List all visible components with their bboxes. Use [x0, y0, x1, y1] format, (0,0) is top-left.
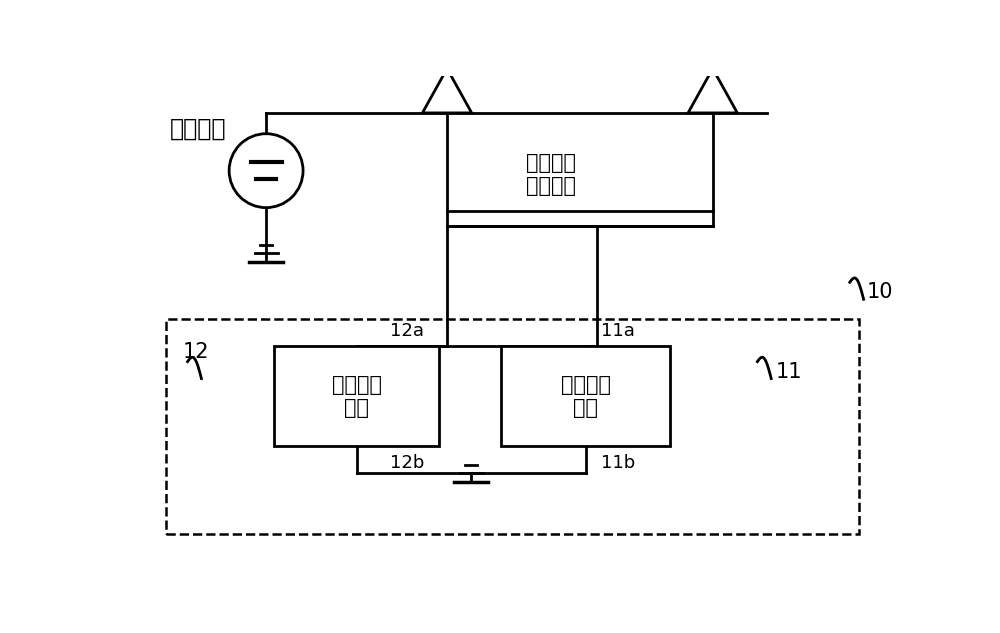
Text: 10: 10	[867, 282, 893, 303]
Text: 11: 11	[776, 363, 802, 382]
Text: 11a: 11a	[601, 322, 635, 340]
Ellipse shape	[695, 49, 730, 66]
Text: 施压设备: 施压设备	[170, 116, 226, 141]
Circle shape	[229, 134, 303, 208]
Text: 11b: 11b	[601, 454, 635, 472]
Text: 12b: 12b	[390, 454, 424, 472]
Ellipse shape	[430, 49, 464, 66]
Text: 电流测量
模块: 电流测量 模块	[561, 375, 611, 418]
Bar	[501, 346, 670, 446]
Text: 12a: 12a	[390, 322, 424, 340]
Bar	[274, 346, 439, 446]
Text: 回路保护
模块: 回路保护 模块	[332, 375, 382, 418]
Text: 12: 12	[183, 342, 209, 361]
Bar	[166, 318, 859, 534]
Text: 被测高压
直流电缆: 被测高压 直流电缆	[526, 153, 576, 196]
